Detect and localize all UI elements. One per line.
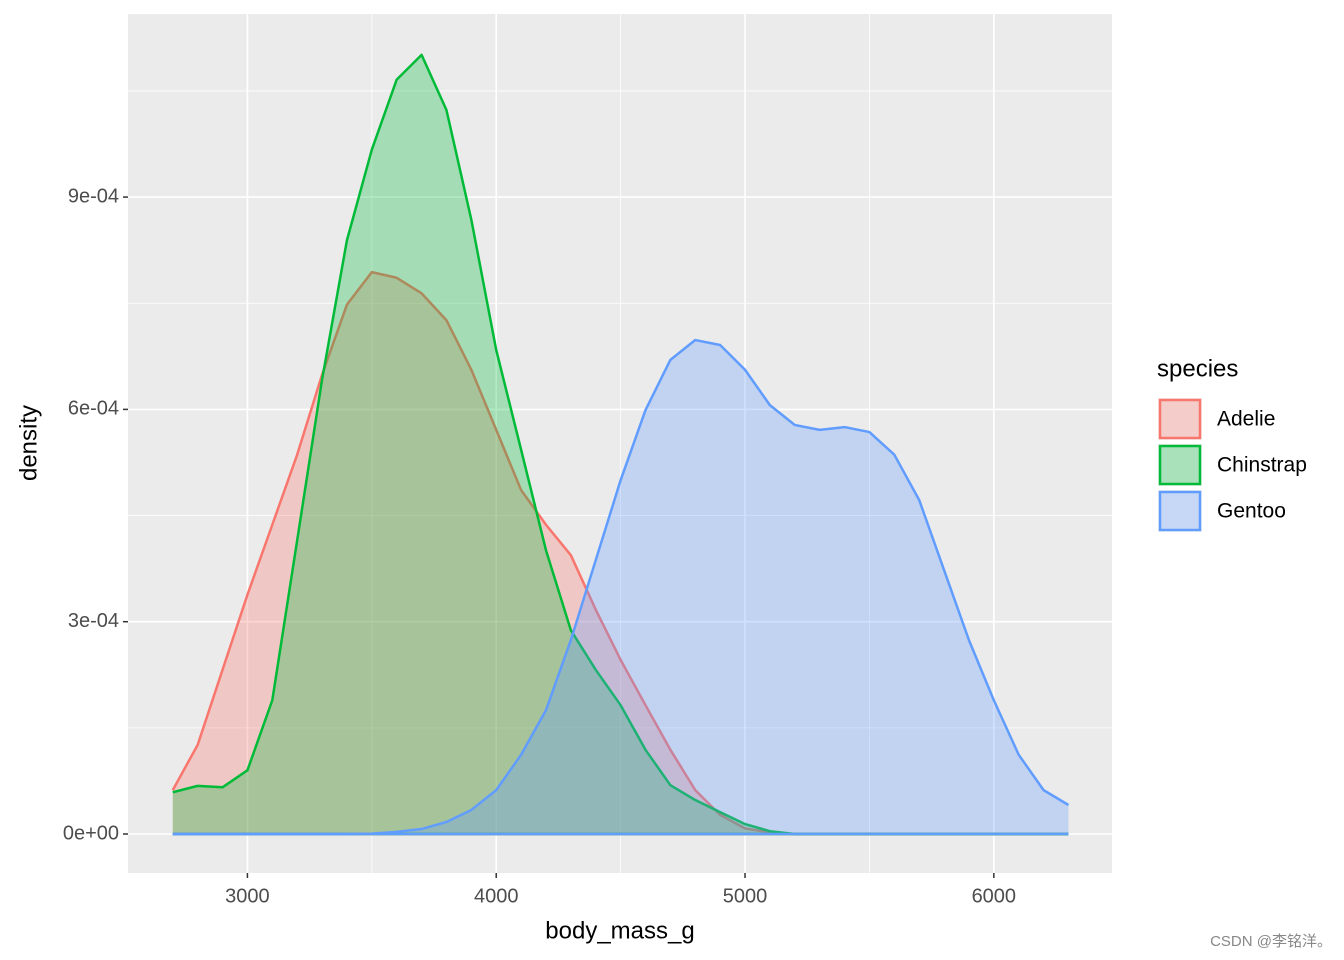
plot-area — [171, 53, 1070, 836]
density-line — [172, 338, 1070, 836]
legend-label: Gentoo — [1217, 500, 1286, 523]
grid — [128, 14, 1112, 873]
legend-key-bg — [1158, 490, 1202, 532]
y-tick-label: 6e-04 — [68, 398, 119, 420]
density-area-fill — [172, 54, 1069, 835]
legend-key — [1158, 398, 1202, 440]
legend-title: species — [1157, 355, 1238, 382]
y-tick-label: 0e+00 — [63, 822, 119, 844]
density-area-fill — [172, 340, 1069, 835]
y-tick-label: 3e-04 — [68, 610, 119, 632]
density-area-fill — [172, 272, 1069, 835]
legend-key-bg — [1158, 444, 1202, 486]
legend-label: Chinstrap — [1217, 454, 1307, 477]
legend-key — [1158, 444, 1202, 486]
x-tick-label: 3000 — [225, 885, 270, 907]
y-axis-title: density — [15, 405, 42, 481]
legend-key — [1158, 490, 1202, 532]
watermark: CSDN @李铭洋。 — [1210, 933, 1332, 950]
legend-key-bg — [1158, 398, 1202, 440]
legend-label: Adelie — [1217, 408, 1275, 431]
legend: Adelie Chinstrap Gentoo — [1158, 398, 1307, 532]
x-tick-label: 6000 — [972, 885, 1017, 907]
panel — [128, 14, 1112, 873]
x-tick-label: 4000 — [474, 885, 519, 907]
y-tick-label: 9e-04 — [68, 185, 119, 207]
x-tick-label: 5000 — [723, 885, 768, 907]
x-axis-title: body_mass_g — [545, 917, 694, 944]
